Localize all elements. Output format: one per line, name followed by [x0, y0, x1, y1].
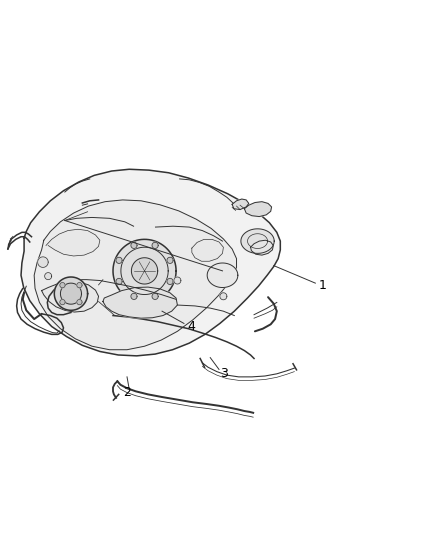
Polygon shape [21, 169, 280, 356]
Polygon shape [167, 257, 173, 263]
Polygon shape [167, 278, 173, 285]
Polygon shape [244, 201, 272, 216]
Text: 2: 2 [124, 386, 131, 399]
Polygon shape [38, 257, 48, 268]
Polygon shape [46, 229, 100, 256]
Polygon shape [60, 283, 81, 304]
Text: 4: 4 [187, 320, 195, 333]
Polygon shape [60, 300, 65, 305]
Polygon shape [131, 293, 137, 300]
Polygon shape [131, 258, 158, 284]
Polygon shape [77, 300, 82, 305]
Text: 1: 1 [319, 279, 327, 292]
Polygon shape [77, 282, 82, 288]
Polygon shape [116, 257, 122, 263]
Polygon shape [60, 282, 65, 288]
Polygon shape [103, 287, 177, 318]
Polygon shape [207, 263, 238, 287]
Text: 3: 3 [220, 367, 228, 380]
Polygon shape [42, 282, 99, 312]
Polygon shape [174, 277, 181, 284]
Polygon shape [220, 293, 227, 300]
Polygon shape [113, 239, 176, 302]
Polygon shape [131, 243, 137, 248]
Polygon shape [152, 293, 158, 300]
Polygon shape [192, 239, 223, 261]
Polygon shape [45, 273, 52, 280]
Polygon shape [116, 278, 122, 285]
Polygon shape [54, 277, 88, 310]
Polygon shape [232, 199, 249, 209]
Polygon shape [251, 240, 273, 255]
Polygon shape [34, 200, 237, 350]
Polygon shape [152, 243, 158, 248]
Polygon shape [241, 229, 274, 253]
